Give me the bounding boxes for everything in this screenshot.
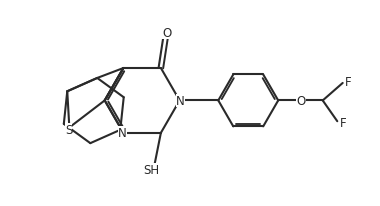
Text: S: S <box>65 123 72 136</box>
Text: N: N <box>176 95 185 107</box>
Text: O: O <box>296 95 306 107</box>
Text: N: N <box>118 127 127 140</box>
Text: F: F <box>340 117 347 130</box>
Text: F: F <box>345 75 352 88</box>
Text: SH: SH <box>143 163 159 176</box>
Text: O: O <box>162 27 171 40</box>
